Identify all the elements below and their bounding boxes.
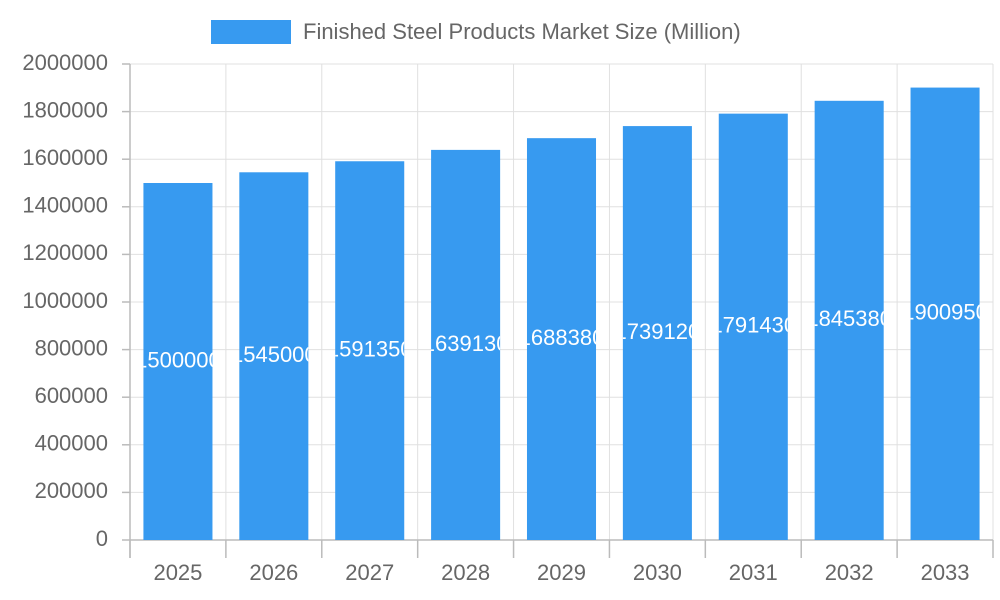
legend-swatch [211,20,291,44]
data-label: 1688380 [519,325,605,350]
data-label: 1739120 [615,319,701,344]
bar [814,100,884,540]
data-label: 1845380 [806,306,892,331]
x-tick-label: 2033 [921,560,970,585]
y-tick-label: 2000000 [22,50,108,75]
y-tick-label: 400000 [35,431,108,456]
data-label: 1591350 [327,336,413,361]
y-tick-label: 1600000 [22,145,108,170]
data-label: 1791430 [710,313,796,338]
data-label: 1900950 [902,300,988,325]
x-tick-label: 2032 [825,560,874,585]
bar [910,87,980,540]
legend-label: Finished Steel Products Market Size (Mil… [303,19,741,44]
bar [622,126,692,540]
bar [718,113,788,541]
x-tick-label: 2029 [537,560,586,585]
x-tick-label: 2030 [633,560,682,585]
y-tick-label: 0 [96,526,108,551]
y-tick-label: 1400000 [22,193,108,218]
x-tick-label: 2028 [441,560,490,585]
data-label: 1500000 [135,347,221,372]
y-tick-label: 1800000 [22,97,108,122]
x-tick-label: 2025 [153,560,202,585]
bar [335,161,405,540]
x-tick-label: 2026 [249,560,298,585]
x-tick-label: 2031 [729,560,778,585]
bar [143,183,213,540]
y-tick-label: 800000 [35,335,108,360]
y-tick-label: 1000000 [22,288,108,313]
y-tick-label: 600000 [35,383,108,408]
y-tick-label: 200000 [35,478,108,503]
x-tick-label: 2027 [345,560,394,585]
bar [239,172,309,541]
bar [526,138,597,540]
y-tick-label: 1200000 [22,240,108,265]
data-label: 1545000 [231,342,317,367]
bar [431,149,501,540]
data-label: 1639130 [423,331,509,356]
